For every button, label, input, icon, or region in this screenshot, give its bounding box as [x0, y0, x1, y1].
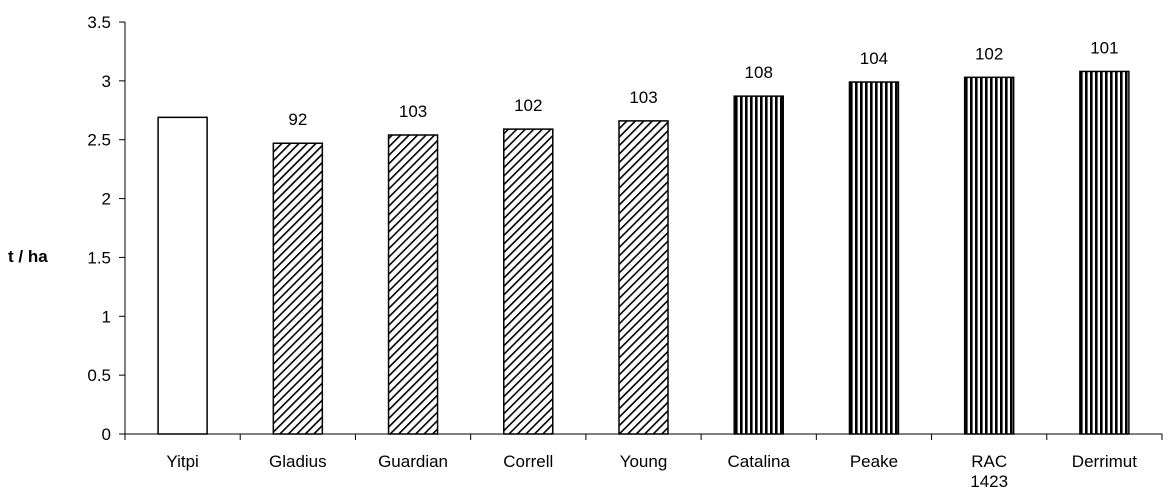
y-axis: 0 0.5 1 1.5 2 2.5 3 3.5	[87, 13, 126, 444]
data-label: 102	[514, 96, 542, 115]
x-tick-label: Derrimut	[1072, 452, 1137, 471]
data-label: 103	[399, 102, 427, 121]
data-label: 108	[745, 63, 773, 82]
data-label: 102	[975, 44, 1003, 63]
data-label: 101	[1090, 38, 1118, 57]
x-tick-label: Young	[620, 452, 668, 471]
y-tick-label: 0.5	[87, 366, 111, 385]
bar-catalina	[733, 95, 784, 435]
data-labels-group: 92 103 102 103 108 104 102 101	[288, 38, 1118, 129]
bars-group	[157, 70, 1130, 435]
data-label: 104	[860, 49, 888, 68]
bar-peake	[848, 81, 900, 435]
y-tick-label: 1	[102, 307, 111, 326]
y-tick-label: 0	[102, 425, 111, 444]
y-tick-label: 3	[102, 72, 111, 91]
y-tick-label: 1.5	[87, 248, 111, 267]
x-tick-label: Guardian	[378, 452, 448, 471]
bar-guardian	[387, 134, 439, 435]
y-axis-label: t / ha	[8, 247, 48, 266]
bar-rac-1423	[963, 76, 1015, 435]
x-tick-label: Yitpi	[166, 452, 198, 471]
bar-gladius	[272, 142, 324, 435]
y-tick-label: 3.5	[87, 13, 111, 32]
x-tick-label: Correll	[503, 452, 553, 471]
x-tick-label: Gladius	[269, 452, 327, 471]
bar-correll	[503, 128, 554, 435]
y-tick-label: 2	[102, 190, 111, 209]
bar-yitpi	[157, 116, 208, 435]
y-tick-label: 2.5	[87, 131, 111, 150]
x-tick-label: Peake	[850, 452, 898, 471]
data-label: 92	[288, 110, 307, 129]
x-axis: Yitpi Gladius Guardian Correll Young Catalina…	[124, 433, 1163, 491]
x-tick-label: RAC 1423	[970, 452, 1008, 491]
data-label: 103	[629, 88, 657, 107]
bar-young	[618, 120, 669, 435]
bar-derrimut	[1079, 70, 1130, 435]
x-tick-label: Catalina	[728, 452, 791, 471]
